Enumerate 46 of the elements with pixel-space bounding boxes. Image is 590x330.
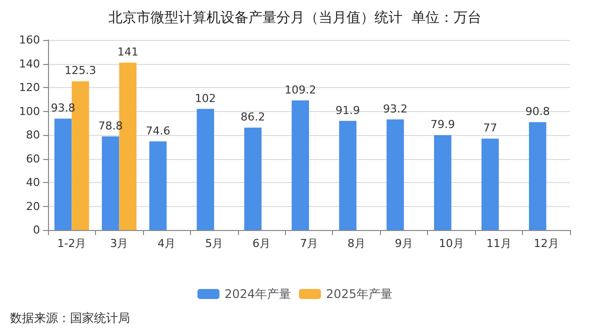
- x-tick-label: 7月: [300, 237, 318, 250]
- bar: [528, 122, 546, 230]
- x-tick-label: 10月: [438, 237, 464, 250]
- x-tick-label: 8月: [347, 237, 366, 250]
- bar: [292, 100, 309, 230]
- y-tick-label: 40: [26, 176, 40, 189]
- bar: [54, 118, 72, 230]
- y-tick-label: 80: [26, 128, 40, 142]
- data-label: 74.6: [146, 124, 170, 138]
- y-tick-label: 60: [26, 152, 40, 166]
- x-tick-label: 11月: [486, 237, 512, 250]
- y-tick-label: 0: [33, 224, 40, 236]
- x-tick-label: 12月: [534, 237, 559, 250]
- bar: [196, 108, 214, 230]
- x-tick-label: 1-2月: [57, 237, 86, 250]
- legend-label: 2024年产量: [224, 287, 292, 301]
- x-tick-label: 9月: [394, 237, 413, 250]
- data-label: 93.2: [383, 102, 408, 116]
- data-label: 86.2: [240, 110, 266, 124]
- x-tick-label: 5月: [205, 237, 224, 250]
- data-label: 90.8: [525, 105, 550, 118]
- y-tick-label: 120: [19, 81, 40, 94]
- bar: [434, 135, 452, 230]
- data-label: 125.3: [64, 64, 96, 78]
- data-label: 109.2: [284, 83, 316, 96]
- x-tick-label: 3月: [110, 237, 128, 250]
- data-label: 77: [483, 122, 498, 135]
- legend-label: 2025年产量: [326, 287, 393, 301]
- data-label: 79.9: [430, 118, 455, 132]
- bar: [102, 136, 120, 230]
- bar: [386, 119, 404, 230]
- y-tick-label: 20: [26, 200, 40, 213]
- data-label: 91.9: [336, 104, 360, 117]
- source-note: 数据来源：国家统计局: [10, 311, 130, 325]
- y-tick-label: 140: [19, 57, 40, 70]
- y-tick-label: 100: [19, 104, 40, 118]
- y-tick-label: 160: [19, 34, 40, 46]
- chart-title: 北京市微型计算机设备产量分月（当月值）统计 单位：万台: [108, 10, 482, 26]
- bar: [244, 128, 262, 230]
- data-label: 102: [194, 92, 216, 105]
- x-tick-label: 6月: [252, 237, 271, 250]
- x-tick-label: 4月: [158, 237, 176, 250]
- data-label: 141: [117, 46, 138, 59]
- bar: [481, 138, 499, 230]
- bar: [149, 141, 167, 230]
- bar: [339, 120, 356, 230]
